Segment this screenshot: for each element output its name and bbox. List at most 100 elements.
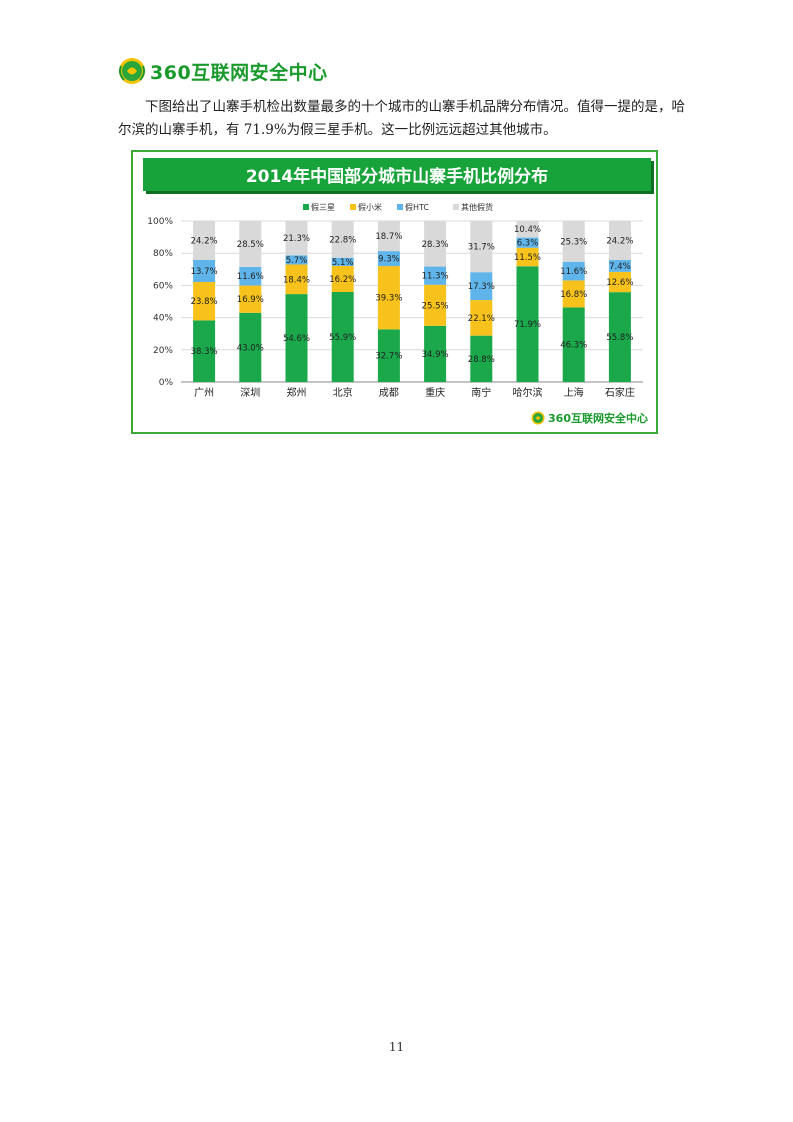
legend-swatch [303, 204, 309, 210]
data-label: 13.7% [191, 267, 218, 277]
data-label: 38.3% [191, 347, 218, 357]
page-number: 11 [388, 1040, 405, 1054]
x-tick-label: 上海 [564, 386, 584, 399]
bar-segment [193, 259, 216, 283]
data-label: 18.4% [283, 275, 310, 285]
bar-segment [608, 292, 631, 382]
bar-segment [424, 284, 447, 326]
bar-segment [193, 320, 216, 382]
360-shield-icon [531, 411, 545, 425]
y-tick-label: 100% [147, 217, 173, 227]
x-tick-label: 北京 [333, 386, 353, 399]
bar-segment [562, 307, 585, 382]
bar-segment [562, 221, 585, 262]
chart-title: 2014年中国部分城市山寨手机比例分布 [245, 167, 549, 187]
data-label: 16.9% [237, 295, 264, 305]
bar-segment [331, 265, 354, 293]
data-label: 28.8% [468, 355, 495, 365]
data-label: 6.3% [517, 239, 539, 249]
bar-segment [377, 266, 400, 330]
data-label: 71.9% [514, 320, 541, 330]
y-tick-label: 80% [153, 249, 173, 259]
bar-segment [516, 237, 539, 248]
bar-segment [377, 251, 400, 267]
data-label: 17.3% [468, 282, 495, 292]
bar-segment [562, 261, 585, 281]
360-shield-icon [119, 58, 145, 84]
data-label: 10.4% [514, 225, 541, 235]
bar-segment [193, 282, 216, 321]
bar-segment [331, 257, 354, 266]
x-tick-label: 重庆 [425, 386, 445, 399]
data-label: 34.9% [422, 350, 449, 360]
data-label: 16.2% [329, 275, 356, 285]
legend-label: 假HTC [405, 203, 429, 212]
data-label: 23.8% [191, 297, 218, 307]
legend-label: 其他假货 [461, 202, 493, 212]
bar-segment [516, 220, 539, 238]
data-label: 32.7% [375, 352, 402, 362]
x-tick-label: 石家庄 [605, 386, 635, 399]
bar-segment [377, 221, 400, 252]
bar-segment [470, 300, 493, 336]
logo-text: 360互联网安全中心 [150, 61, 328, 84]
data-label: 22.1% [468, 314, 495, 324]
bar-segment [239, 285, 262, 313]
data-label: 16.8% [560, 290, 587, 300]
data-label: 24.2% [606, 236, 633, 246]
x-tick-label: 郑州 [287, 386, 307, 399]
data-label: 54.6% [283, 334, 310, 344]
bar-segment [331, 292, 354, 382]
bar-segment [285, 221, 308, 256]
data-label: 24.2% [191, 236, 218, 246]
bar-segment [516, 266, 539, 382]
data-label: 12.6% [606, 278, 633, 288]
bar-segment [424, 325, 447, 382]
bar-segment [285, 255, 308, 265]
chart-frame: 2014年中国部分城市山寨手机比例分布 0% 20% 40% 60% 80% 100% 假三… [131, 150, 658, 434]
bar-segment [562, 280, 585, 308]
data-label: 39.3% [375, 294, 402, 304]
bar-segment [239, 312, 262, 382]
legend-label: 假小米 [358, 202, 382, 212]
chart-footer-logo-text: 360互联网安全中心 [548, 412, 648, 425]
data-label: 22.8% [329, 235, 356, 245]
data-label: 9.3% [378, 255, 400, 265]
data-label: 31.7% [468, 243, 495, 253]
data-label: 11.3% [422, 272, 449, 282]
data-label: 43.0% [237, 343, 264, 353]
bar-segment [239, 221, 262, 267]
data-label: 11.5% [514, 253, 541, 263]
data-label: 25.3% [560, 237, 587, 247]
bar-segment [377, 329, 400, 382]
bar-segment [608, 221, 631, 260]
data-label: 28.3% [422, 240, 449, 250]
x-tick-label: 广州 [194, 387, 214, 399]
bar-segment [608, 259, 631, 272]
data-label: 55.9% [329, 333, 356, 343]
y-tick-label: 0% [159, 378, 174, 388]
bar-segment [608, 271, 631, 293]
data-label: 11.6% [560, 267, 587, 277]
chart-footer-logo: 360互联网安全中心 [531, 410, 648, 426]
y-tick-label: 40% [153, 314, 173, 324]
legend-swatch [350, 204, 356, 210]
bar-segment [239, 266, 262, 286]
page-header: 360互联网安全中心 [118, 56, 328, 86]
data-label: 46.3% [560, 341, 587, 351]
bar-segment [331, 221, 354, 258]
body-paragraph: 下图给出了山寨手机检出数量最多的十个城市的山寨手机品牌分布情况。值得一提的是，哈… [118, 99, 685, 138]
stacked-bar-chart: 0% 20% 40% 60% 80% 100% 假三星 假小米 假HTC 其他假货 38.3% 23.… [147, 202, 643, 399]
x-tick-label: 哈尔滨 [513, 386, 543, 399]
x-tick-label: 南宁 [471, 386, 491, 399]
data-label: 5.1% [332, 258, 354, 268]
bar-segment [285, 294, 308, 382]
data-label: 11.6% [237, 272, 264, 282]
legend-swatch [453, 204, 459, 210]
bar-segment [470, 272, 493, 301]
data-label: 55.8% [606, 333, 633, 343]
data-label: 7.4% [609, 262, 631, 272]
data-label: 25.5% [422, 301, 449, 311]
bar-segment [424, 266, 447, 285]
data-label: 5.7% [286, 256, 308, 266]
